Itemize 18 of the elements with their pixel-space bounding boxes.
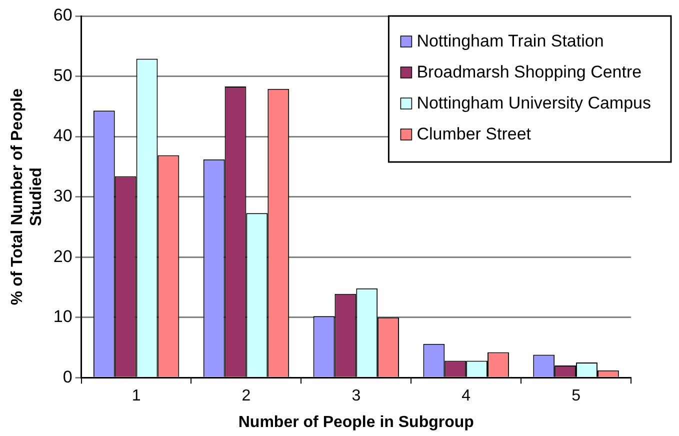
x-axis-title: Number of People in Subgroup xyxy=(238,414,474,431)
x-tick-label: 5 xyxy=(572,388,581,405)
x-tick-label: 1 xyxy=(132,388,141,405)
y-tick-label: 0 xyxy=(62,367,72,386)
y-tick-label: 10 xyxy=(53,307,72,326)
y-tick-label: 20 xyxy=(53,246,72,266)
legend-label: Nottingham Train Station xyxy=(416,32,604,51)
legend-label: Clumber Street xyxy=(416,124,532,144)
x-tick-label: 2 xyxy=(242,388,251,405)
y-tick-label: 40 xyxy=(53,126,72,146)
x-tick-label: 3 xyxy=(352,388,361,405)
y-tick-label: 60 xyxy=(53,6,72,25)
legend-label: Nottingham University Campus xyxy=(416,94,652,113)
y-axis-title: % of Total Number of People Studied xyxy=(9,88,46,306)
y-tick-label: 50 xyxy=(53,66,72,85)
y-tick-label: 30 xyxy=(53,186,72,206)
x-tick-label: 4 xyxy=(462,388,471,405)
legend-label: Broadmarsh Shopping Centre xyxy=(416,62,642,82)
